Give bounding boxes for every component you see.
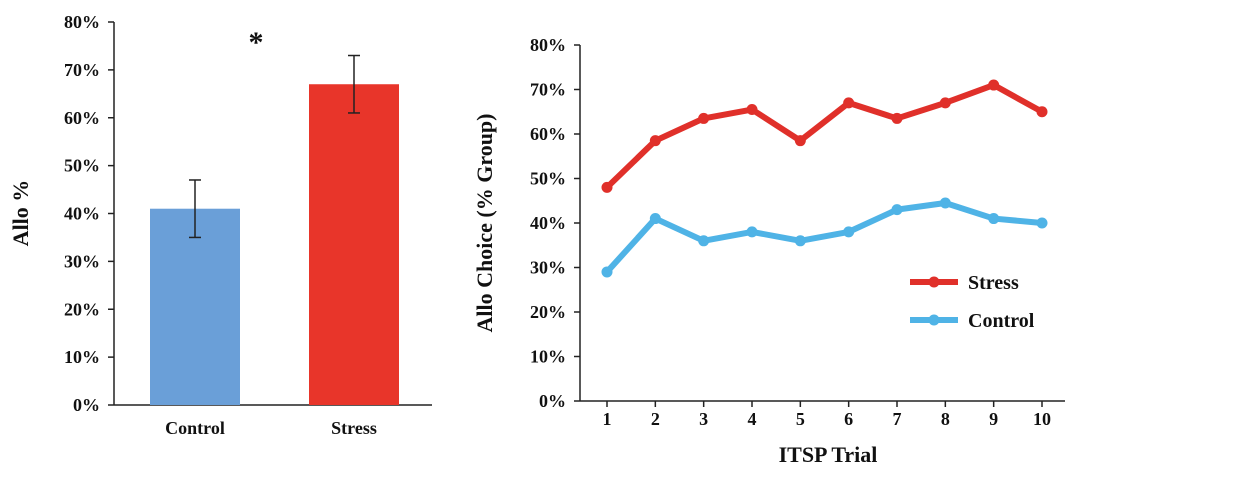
x-axis-title: ITSP Trial bbox=[779, 442, 878, 467]
x-tick-label: 10 bbox=[1033, 409, 1051, 429]
y-tick-label: 40% bbox=[530, 213, 566, 233]
bar-stress bbox=[309, 84, 399, 406]
y-tick-label: 30% bbox=[530, 258, 566, 278]
data-point bbox=[1036, 217, 1048, 229]
x-tick-label: Control bbox=[165, 418, 225, 438]
data-point bbox=[794, 235, 806, 247]
legend-marker bbox=[928, 314, 940, 326]
x-tick-label: 5 bbox=[796, 409, 805, 429]
y-tick-label: 30% bbox=[64, 251, 100, 271]
y-tick-label: 50% bbox=[64, 156, 100, 176]
data-point bbox=[601, 181, 613, 193]
y-tick-labels: 0% 10% 20% 30% 40% 50% 60% 70% 80% bbox=[530, 35, 580, 411]
legend-label: Control bbox=[968, 310, 1035, 332]
series bbox=[601, 79, 1048, 278]
x-tick-label: 1 bbox=[603, 409, 612, 429]
y-tick-label: 60% bbox=[530, 124, 566, 144]
y-tick-label: 80% bbox=[530, 35, 566, 55]
y-tick-label: 10% bbox=[530, 347, 566, 367]
y-tick-label: 10% bbox=[64, 347, 100, 367]
legend: Stress Control bbox=[910, 272, 1035, 332]
data-point bbox=[601, 266, 613, 278]
legend-marker bbox=[928, 276, 940, 288]
x-tick-label: 7 bbox=[893, 409, 902, 429]
y-tick-label: 50% bbox=[530, 169, 566, 189]
x-tick-label: 9 bbox=[989, 409, 998, 429]
data-point bbox=[746, 104, 758, 116]
series-stress bbox=[601, 79, 1048, 193]
data-point bbox=[939, 197, 951, 209]
bar-chart: 0% 10% 20% 30% 40% 50% 60% 70% 80% Control Stress… bbox=[8, 12, 432, 438]
data-point bbox=[649, 135, 661, 147]
x-tick-label: 3 bbox=[699, 409, 708, 429]
line-chart: 0% 10% 20% 30% 40% 50% 60% 70% 80% 1 2 3 4 5 6 7 8 9 10 I… bbox=[472, 35, 1065, 467]
bar-control bbox=[150, 208, 240, 405]
data-point bbox=[843, 226, 855, 238]
data-point bbox=[794, 135, 806, 147]
series-control bbox=[601, 197, 1048, 278]
y-tick-label: 70% bbox=[530, 80, 566, 100]
data-point bbox=[698, 112, 710, 124]
x-tick-label: 6 bbox=[844, 409, 853, 429]
data-point bbox=[649, 213, 661, 225]
y-tick-label: 20% bbox=[64, 299, 100, 319]
data-point bbox=[939, 97, 951, 109]
series-line bbox=[604, 199, 1043, 274]
bars bbox=[150, 54, 399, 406]
y-tick-label: 80% bbox=[64, 12, 100, 32]
y-tick-label: 40% bbox=[64, 204, 100, 224]
x-tick-labels: Control Stress bbox=[165, 418, 377, 438]
y-tick-label: 0% bbox=[73, 395, 100, 415]
data-point bbox=[891, 204, 903, 216]
y-tick-label: 0% bbox=[539, 391, 566, 411]
significance-star: * bbox=[249, 26, 264, 59]
y-tick-labels: 0% 10% 20% 30% 40% 50% 60% 70% 80% bbox=[64, 12, 114, 415]
series-line bbox=[604, 82, 1044, 190]
data-point bbox=[988, 213, 1000, 225]
x-tick-label: 8 bbox=[941, 409, 950, 429]
data-point bbox=[1036, 106, 1048, 118]
x-tick-label: Stress bbox=[331, 418, 377, 438]
y-tick-label: 20% bbox=[530, 302, 566, 322]
data-point bbox=[698, 235, 710, 247]
x-tick-label: 2 bbox=[651, 409, 660, 429]
y-axis-title: Allo % bbox=[8, 180, 33, 247]
y-axis-title: Allo Choice (% Group) bbox=[472, 114, 497, 333]
legend-label: Stress bbox=[968, 272, 1019, 294]
x-tick-labels: 1 2 3 4 5 6 7 8 9 10 bbox=[603, 401, 1051, 429]
data-point bbox=[843, 97, 855, 109]
x-tick-label: 4 bbox=[748, 409, 757, 429]
y-tick-label: 60% bbox=[64, 108, 100, 128]
data-point bbox=[988, 79, 1000, 91]
data-point bbox=[891, 112, 903, 124]
y-tick-label: 70% bbox=[64, 60, 100, 80]
data-point bbox=[746, 226, 758, 238]
